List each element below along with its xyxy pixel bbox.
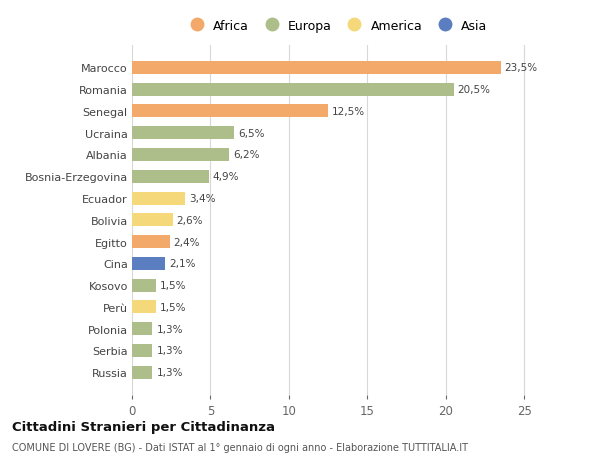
Text: 6,2%: 6,2% <box>233 150 260 160</box>
Text: 6,5%: 6,5% <box>238 129 265 139</box>
Text: 1,3%: 1,3% <box>157 324 183 334</box>
Text: 12,5%: 12,5% <box>332 107 365 117</box>
Text: 4,9%: 4,9% <box>213 172 239 182</box>
Text: 2,4%: 2,4% <box>173 237 200 247</box>
Text: 20,5%: 20,5% <box>458 85 491 95</box>
Bar <box>132 62 501 75</box>
Text: 1,3%: 1,3% <box>157 346 183 356</box>
Text: 1,5%: 1,5% <box>160 302 186 312</box>
Bar <box>132 192 185 205</box>
Bar <box>132 257 165 270</box>
Bar <box>132 214 173 227</box>
Legend: Africa, Europa, America, Asia: Africa, Europa, America, Asia <box>185 20 487 33</box>
Bar <box>132 322 152 336</box>
Text: COMUNE DI LOVERE (BG) - Dati ISTAT al 1° gennaio di ogni anno - Elaborazione TUT: COMUNE DI LOVERE (BG) - Dati ISTAT al 1°… <box>12 442 468 452</box>
Bar <box>132 170 209 184</box>
Text: 2,6%: 2,6% <box>177 215 203 225</box>
Bar <box>132 301 155 313</box>
Bar <box>132 105 328 118</box>
Text: 1,5%: 1,5% <box>160 280 186 291</box>
Bar <box>132 84 454 96</box>
Bar <box>132 344 152 357</box>
Bar <box>132 279 155 292</box>
Text: Cittadini Stranieri per Cittadinanza: Cittadini Stranieri per Cittadinanza <box>12 420 275 433</box>
Text: 1,3%: 1,3% <box>157 367 183 377</box>
Bar <box>132 149 229 162</box>
Bar <box>132 127 234 140</box>
Text: 23,5%: 23,5% <box>505 63 538 73</box>
Text: 3,4%: 3,4% <box>189 194 216 204</box>
Bar <box>132 235 170 249</box>
Bar <box>132 366 152 379</box>
Text: 2,1%: 2,1% <box>169 259 196 269</box>
